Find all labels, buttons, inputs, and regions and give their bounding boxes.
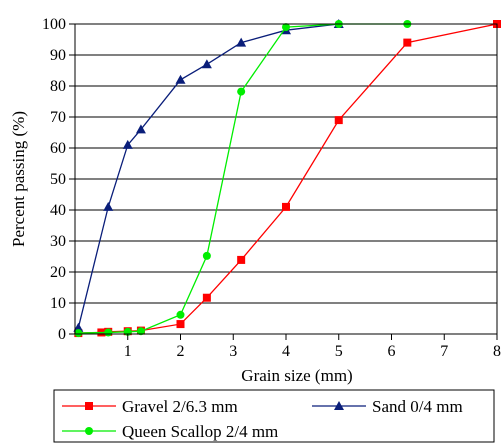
y-tick-label: 90 [50, 47, 66, 64]
y-tick-label: 10 [50, 295, 66, 312]
data-point [202, 251, 211, 260]
data-point [403, 38, 412, 47]
legend-box [53, 389, 495, 443]
legend-label: Sand 0/4 mm [372, 397, 463, 416]
legend-label: Queen Scallop 2/4 mm [122, 422, 278, 441]
x-tick-label: 6 [388, 343, 396, 360]
data-point [282, 202, 290, 211]
legend-marker [85, 402, 93, 410]
data-point [103, 201, 114, 211]
series-3 [74, 20, 412, 338]
y-tick-label: 60 [50, 140, 66, 157]
data-point [201, 59, 212, 69]
data-point [136, 327, 145, 336]
legend-item: Sand 0/4 mm [312, 397, 463, 416]
data-point [282, 23, 290, 32]
legend-marker [85, 427, 93, 435]
data-point [236, 37, 247, 47]
y-tick-label: 80 [50, 78, 66, 95]
y-tick-label: 50 [50, 171, 66, 188]
y-tick-label: 70 [50, 109, 66, 126]
legend-item: Queen Scallop 2/4 mm [62, 422, 278, 441]
data-point [74, 329, 83, 338]
data-point [237, 87, 246, 96]
y-axis-title: Percent passing (%) [9, 111, 28, 247]
legend: Gravel 2/6.3 mm Sand 0/4 mm Queen Scallop … [53, 389, 495, 443]
legend-marker [334, 401, 344, 410]
grid-lines [75, 23, 497, 304]
x-tick-label: 3 [229, 343, 237, 360]
x-tick-label: 5 [335, 343, 343, 360]
series-2 [73, 19, 344, 332]
data-point [202, 293, 211, 302]
data-point [176, 320, 185, 329]
x-tick-label: 8 [493, 343, 501, 360]
legend-item: Gravel 2/6.3 mm [62, 397, 238, 416]
y-tick-labels: 0 10 20 30 40 50 60 70 80 90 100 [42, 16, 66, 343]
data-point [176, 310, 185, 319]
legend-label: Gravel 2/6.3 mm [122, 397, 238, 416]
x-axis-title: Grain size (mm) [241, 366, 352, 385]
y-tick-label: 100 [42, 16, 66, 33]
data-point [175, 74, 186, 84]
series-layer [73, 19, 501, 338]
y-tick-label: 30 [50, 233, 66, 250]
y-tick-label: 20 [50, 264, 66, 281]
x-tick-label: 4 [282, 343, 290, 360]
data-point [334, 116, 343, 125]
x-tick-label: 7 [440, 343, 448, 360]
series-line [77, 23, 339, 328]
data-point [135, 124, 146, 134]
x-tick-label: 2 [177, 343, 185, 360]
series-line [78, 23, 408, 334]
y-tick-label: 0 [58, 326, 66, 343]
data-point [237, 255, 246, 264]
data-point [122, 139, 133, 149]
axis-ticks [69, 23, 498, 340]
x-tick-label: 1 [124, 343, 132, 360]
x-tick-labels: 1 2 3 4 5 6 7 8 [124, 343, 501, 360]
y-tick-label: 40 [50, 202, 66, 219]
data-point [73, 322, 84, 332]
data-point [104, 328, 113, 337]
